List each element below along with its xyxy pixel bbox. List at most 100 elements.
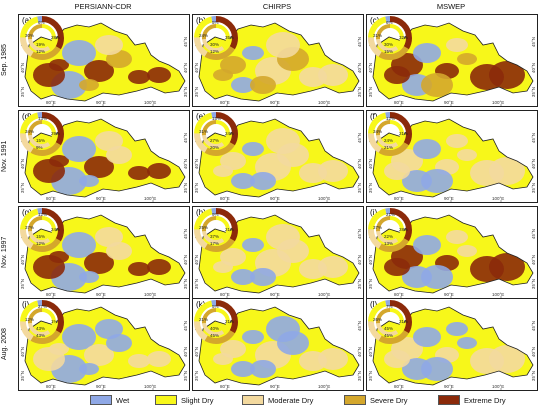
- donut-pct-outer-1: 6%: [386, 20, 393, 25]
- lat-tick-40-right: 40°N: [531, 159, 536, 170]
- lat-tick-35-right: 35°N: [183, 183, 188, 194]
- lon-tick-90: 90°E: [270, 292, 280, 297]
- lat-tick-40: 40°N: [194, 159, 199, 170]
- legend-item-severe-dry: Severe Dry: [344, 394, 408, 406]
- donut-pct-inner-3: 45%: [384, 333, 393, 338]
- category-donut-chart: 37% 22% 13% 21% 28%: [368, 208, 412, 252]
- legend-swatch-slight-dry: [155, 395, 177, 405]
- donut-pct-outer-1: 6%: [38, 20, 45, 25]
- donut-pct-outer-2: 24%: [51, 227, 60, 232]
- lat-tick-40: 40°N: [368, 63, 373, 74]
- lon-tick-90: 90°E: [96, 100, 106, 105]
- donut-pct-outer-1: 5%: [212, 304, 219, 309]
- donut-pct-inner-1: 12%: [25, 317, 34, 322]
- donut-pct-inner-1: 31%: [373, 33, 382, 38]
- lon-tick-100: 100°E: [492, 100, 505, 105]
- panel-label: (a): [22, 16, 32, 25]
- donut-pct-inner-3: 12%: [210, 49, 219, 54]
- lat-tick-40: 40°N: [368, 347, 373, 358]
- lat-tick-45-right: 45°N: [531, 133, 536, 144]
- lon-tick-80: 80°E: [220, 384, 230, 389]
- lat-tick-35-right: 35°N: [531, 87, 536, 98]
- lat-tick-35: 35°N: [368, 279, 373, 290]
- donut-pct-outer-2: 29%: [51, 131, 60, 136]
- lat-tick-40-right: 40°N: [531, 63, 536, 74]
- donut-pct-inner-2: 37%: [210, 234, 219, 239]
- donut-pct-inner-3: 12%: [36, 49, 45, 54]
- lon-tick-100: 100°E: [144, 100, 157, 105]
- donut-pct-inner-2: 27%: [210, 138, 219, 143]
- map-panel: (l) 45°N 40°N 35°N 45°N 40°N 35°N 80°E 9…: [366, 298, 538, 391]
- lat-tick-35: 35°N: [194, 279, 199, 290]
- legend-label-extreme-dry: Extreme Dry: [464, 395, 506, 405]
- legend-label-severe-dry: Severe Dry: [370, 395, 408, 405]
- donut-pct-inner-2: 19%: [36, 42, 45, 47]
- lon-tick-100: 100°E: [318, 292, 331, 297]
- lat-tick-45-right: 45°N: [183, 321, 188, 332]
- lon-tick-100: 100°E: [492, 292, 505, 297]
- legend-item-moderate-dry: Moderate Dry: [242, 394, 313, 406]
- donut-pct-outer-2: 28%: [51, 35, 60, 40]
- lon-tick-80: 80°E: [394, 196, 404, 201]
- panel-label: (b): [196, 16, 206, 25]
- lon-tick-90: 90°E: [444, 292, 454, 297]
- lon-tick-100: 100°E: [318, 100, 331, 105]
- donut-pct-inner-2: 45%: [384, 326, 393, 331]
- lon-tick-80: 80°E: [220, 292, 230, 297]
- donut-pct-inner-2: 40%: [210, 326, 219, 331]
- donut-pct-outer-1: 9%: [212, 212, 219, 217]
- donut-pct-inner-2: 15%: [36, 138, 45, 143]
- donut-pct-outer-2: 35%: [225, 35, 234, 40]
- panel-label: (i): [370, 208, 378, 217]
- lat-tick-35-right: 35°N: [357, 87, 362, 98]
- donut-pct-inner-1: 34%: [25, 129, 34, 134]
- legend-swatch-moderate-dry: [242, 395, 264, 405]
- donut-pct-inner-1: 31%: [199, 129, 208, 134]
- lon-tick-80: 80°E: [394, 292, 404, 297]
- lat-tick-40-right: 40°N: [357, 63, 362, 74]
- map-panel: (k) 45°N 40°N 35°N 45°N 40°N 35°N 80°E 9…: [192, 298, 364, 391]
- category-donut-chart: 12% 43% 43% 27% 1%: [20, 300, 64, 344]
- lon-tick-80: 80°E: [220, 100, 230, 105]
- lat-tick-40: 40°N: [20, 159, 25, 170]
- donut-pct-inner-1: 37%: [373, 225, 382, 230]
- category-donut-chart: 24% 30% 12% 5% 35%: [194, 16, 238, 60]
- panel-label: (e): [196, 112, 206, 121]
- lat-tick-35: 35°N: [20, 87, 25, 98]
- lat-tick-45-right: 45°N: [531, 321, 536, 332]
- donut-pct-inner-2: 15%: [36, 234, 45, 239]
- lat-tick-35: 35°N: [368, 371, 373, 382]
- lat-tick-35-right: 35°N: [357, 279, 362, 290]
- lat-tick-35-right: 35°N: [531, 279, 536, 290]
- map-svg: [372, 306, 534, 390]
- legend-swatch-wet: [90, 395, 112, 405]
- lat-tick-40-right: 40°N: [183, 63, 188, 74]
- lat-tick-40: 40°N: [20, 347, 25, 358]
- donut-pct-outer-1: 12%: [38, 212, 47, 217]
- legend-label-moderate-dry: Moderate Dry: [268, 395, 314, 405]
- category-donut-chart: 30% 19% 12% 6% 28%: [20, 16, 64, 60]
- donut-pct-outer-1: 7%: [386, 304, 393, 309]
- row-label-1991: Nov. 1991: [1, 140, 8, 173]
- donut-pct-inner-1: 25%: [199, 225, 208, 230]
- legend: Wet Slight Dry Moderate Dry Severe Dry E…: [70, 393, 550, 407]
- lat-tick-45-right: 45°N: [357, 37, 362, 48]
- column-title-mswep: MSWEP: [436, 2, 466, 11]
- lon-tick-100: 100°E: [144, 384, 157, 389]
- category-donut-chart: 31% 30% 15% 6% 32%: [368, 16, 412, 60]
- donut-pct-outer-2: 21%: [225, 227, 234, 232]
- lat-tick-45-right: 45°N: [531, 37, 536, 48]
- lat-tick-45-right: 45°N: [183, 37, 188, 48]
- lat-tick-35: 35°N: [194, 87, 199, 98]
- map-panel: (j) 45°N 40°N 35°N 45°N 40°N 35°N 80°E 9…: [18, 298, 190, 391]
- lat-tick-35: 35°N: [194, 183, 199, 194]
- column-title-chirps: CHIRPS: [262, 2, 292, 11]
- panel-label: (h): [196, 208, 206, 217]
- donut-pct-inner-2: 22%: [384, 234, 393, 239]
- donut-pct-inner-2: 43%: [36, 326, 45, 331]
- donut-pct-outer-1: 15%: [212, 116, 221, 121]
- lon-tick-80: 80°E: [394, 384, 404, 389]
- map-svg: [372, 214, 534, 298]
- map-panel: (g) 45°N 40°N 35°N 45°N 40°N 35°N 80°E 9…: [18, 206, 190, 299]
- panel-label: (c): [370, 16, 380, 25]
